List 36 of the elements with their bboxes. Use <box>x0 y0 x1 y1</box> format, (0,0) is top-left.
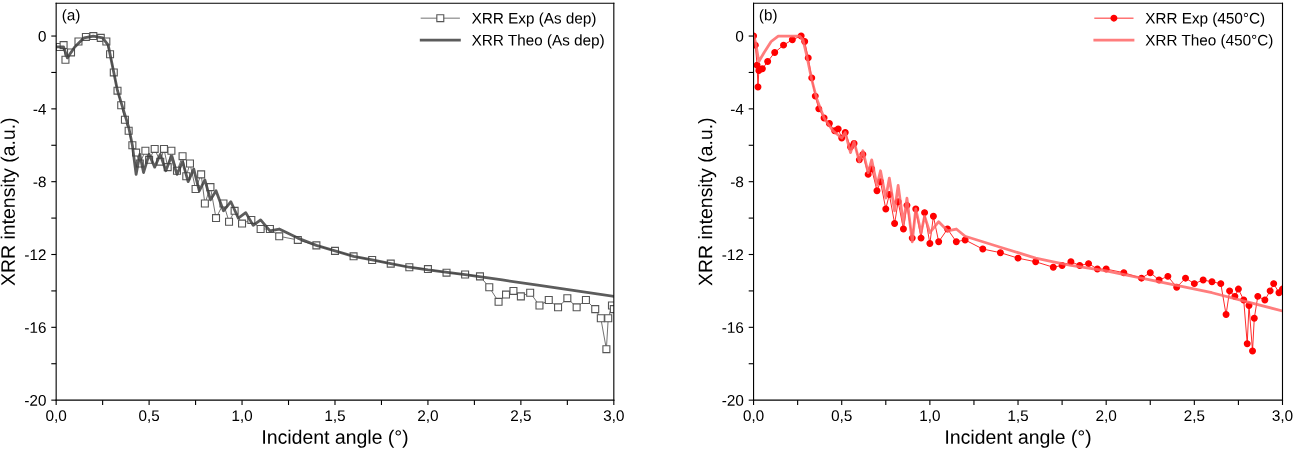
y-tick-label: -20 <box>722 395 744 406</box>
y-tick-label: -8 <box>730 176 744 188</box>
x-tick-label: 1,5 <box>1008 410 1029 423</box>
x-tick-label: 2,0 <box>1096 410 1117 423</box>
annotation: (b) <box>759 9 777 24</box>
y-tick-label: -16 <box>25 322 46 334</box>
y-tick-label: -16 <box>722 322 744 334</box>
x-tick-label: 0,0 <box>46 410 67 423</box>
y-tick-label: -20 <box>25 395 46 406</box>
y-tick-label: -12 <box>25 249 46 261</box>
legend-label: XRR Exp (450°C) <box>1145 12 1265 27</box>
x-tick-label: 0,0 <box>743 410 764 423</box>
x-tick-label: 0,5 <box>831 410 852 423</box>
x-tick-label: 1,0 <box>232 410 253 423</box>
x-axis-title: Incident angle (°) <box>946 429 1091 448</box>
y-tick-label: -4 <box>730 103 744 115</box>
legend-label: XRR Theo (450°C) <box>1145 34 1273 49</box>
y-axis-title: XRR intensity (a.u.) <box>0 118 19 286</box>
y-tick-label: -8 <box>33 176 46 188</box>
y-tick-label: 0 <box>735 30 744 42</box>
x-tick-label: 3,0 <box>603 410 624 423</box>
legend-label: XRR Theo (As dep) <box>471 34 604 49</box>
y-axis-title: XRR intensity (a.u.) <box>698 118 717 286</box>
x-tick-label: 0,5 <box>139 410 160 423</box>
x-tick-label: 1,0 <box>920 410 940 423</box>
x-axis-title: Incident angle (°) <box>263 429 408 448</box>
x-tick-label: 1,5 <box>325 410 345 423</box>
legend-label: XRR Exp (As dep) <box>471 12 596 27</box>
y-tick-label: -12 <box>722 249 744 261</box>
x-tick-label: 2,0 <box>418 410 438 423</box>
annotation: (a) <box>62 9 80 24</box>
x-tick-label: 2,5 <box>1184 410 1205 423</box>
y-tick-label: -4 <box>33 103 46 115</box>
y-tick-label: 0 <box>38 30 46 42</box>
x-tick-label: 3,0 <box>1272 410 1293 423</box>
x-tick-label: 2,5 <box>511 410 531 423</box>
